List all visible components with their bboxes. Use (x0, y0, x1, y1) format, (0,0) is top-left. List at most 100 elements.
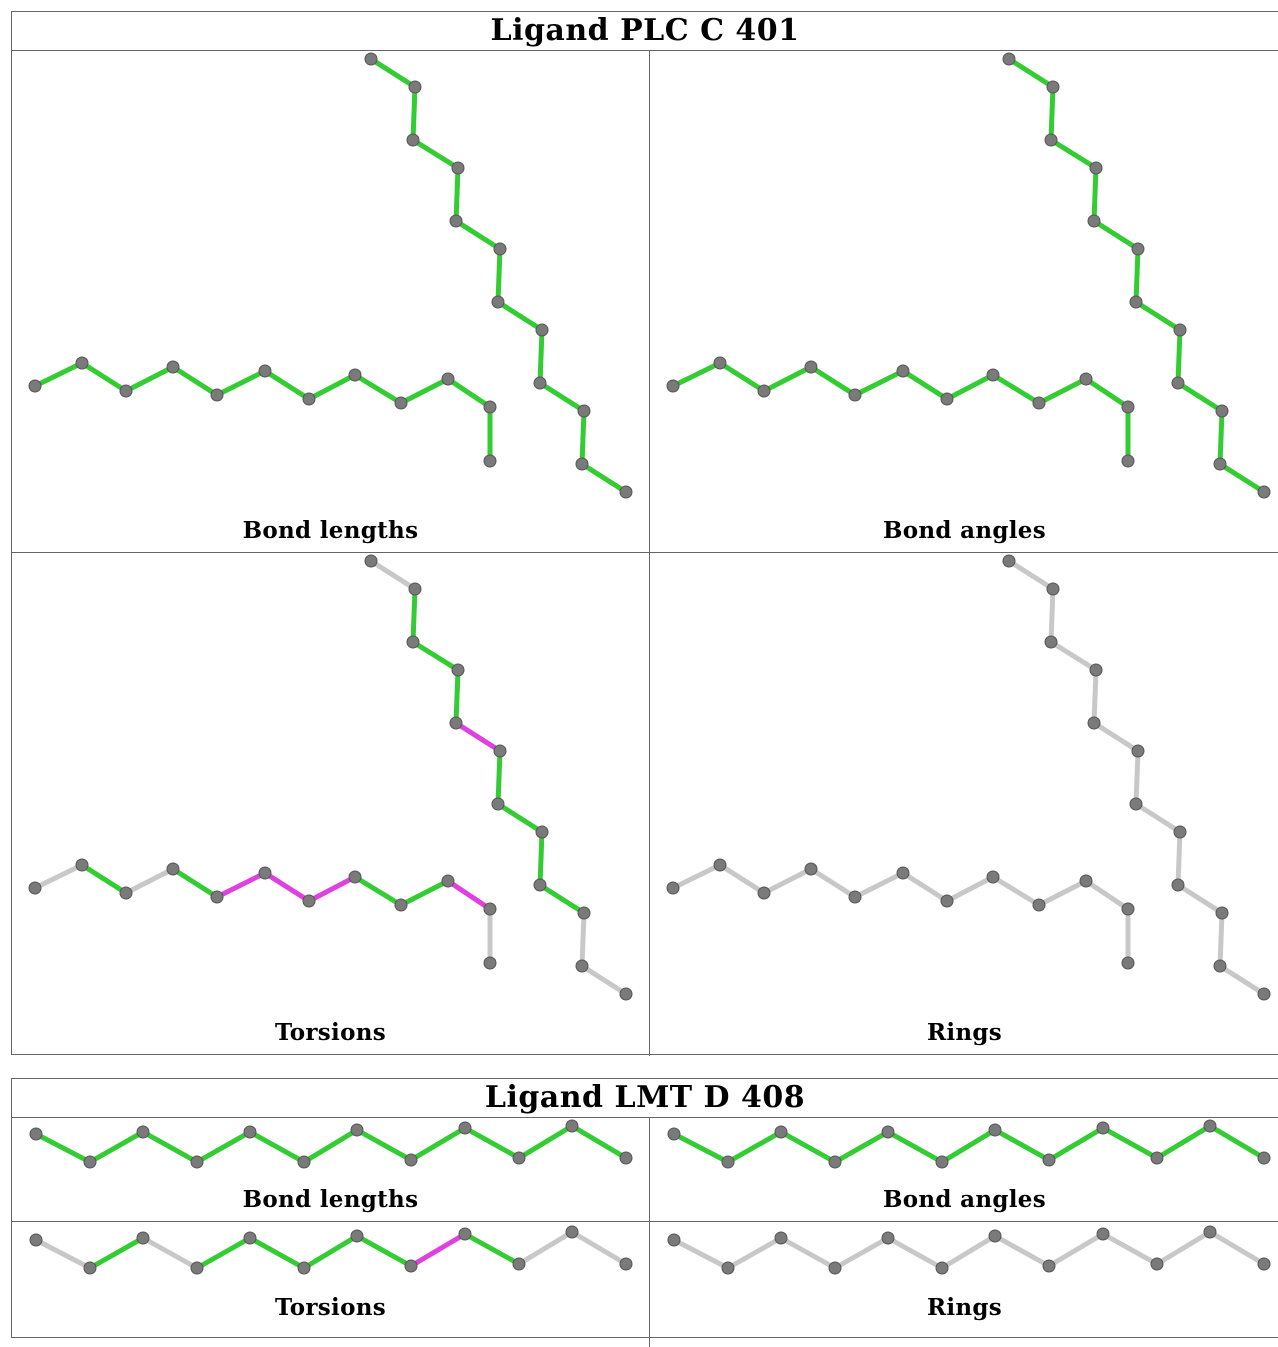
atom (986, 870, 1000, 884)
atom (804, 862, 818, 876)
bond (885, 1235, 945, 1271)
bond (1091, 667, 1099, 726)
atom (940, 392, 954, 406)
bond (301, 1233, 360, 1271)
molecule-view (29, 1119, 633, 1169)
bond (170, 364, 220, 398)
atom (1215, 404, 1229, 418)
atom (757, 886, 771, 900)
bond (398, 376, 451, 406)
atom (533, 376, 547, 390)
molecule-view (666, 52, 1271, 499)
atom (1032, 898, 1046, 912)
bond (247, 1129, 307, 1165)
atom (258, 866, 272, 880)
bond (1048, 84, 1056, 143)
atom (136, 1231, 150, 1245)
atom (350, 1123, 364, 1137)
cell-torsions: Torsions (12, 553, 649, 1056)
bond (495, 748, 503, 807)
atom (493, 744, 507, 758)
atom (1044, 635, 1058, 649)
bond (537, 829, 545, 888)
atom (483, 454, 497, 468)
atom (458, 1227, 472, 1241)
atom (1129, 295, 1143, 309)
bond (1036, 376, 1089, 406)
atom (713, 356, 727, 370)
atom (458, 1121, 472, 1135)
atom (1173, 323, 1187, 337)
atom (666, 881, 680, 895)
bond (579, 408, 587, 467)
bond (445, 878, 493, 912)
atom (1257, 485, 1271, 499)
bond (579, 910, 587, 969)
bond (992, 1233, 1052, 1269)
atom (1089, 663, 1103, 677)
molecule-view (28, 52, 633, 499)
atom (1096, 1227, 1110, 1241)
panel-title: Ligand LMT D 408 (484, 1080, 806, 1115)
bond (33, 1131, 93, 1165)
atom (258, 364, 272, 378)
cell-bond-angles: Bond angles (650, 1118, 1278, 1221)
bond (410, 639, 461, 673)
atom (297, 1261, 311, 1275)
bond (410, 84, 418, 143)
bond (832, 1129, 891, 1165)
bond (1083, 376, 1131, 410)
bond (1091, 218, 1141, 252)
cell-rings: Rings (650, 1222, 1278, 1332)
bond (410, 586, 418, 645)
bond (495, 299, 545, 333)
bond (1006, 558, 1056, 592)
atom (243, 1125, 257, 1139)
atom (713, 858, 727, 872)
atom (483, 400, 497, 414)
bond (832, 1235, 891, 1271)
divider (649, 1117, 650, 1347)
bond (453, 218, 503, 252)
atom (988, 1123, 1002, 1137)
atom (350, 1229, 364, 1243)
atom (1171, 376, 1185, 390)
atom (881, 1231, 895, 1245)
atom (451, 663, 465, 677)
bond (194, 1129, 253, 1165)
bond (1217, 408, 1225, 467)
bond (33, 1237, 93, 1271)
bond (453, 720, 503, 754)
bond (852, 870, 906, 900)
atom (364, 554, 378, 568)
atom (1032, 396, 1046, 410)
atom (1002, 52, 1016, 66)
bond (537, 327, 545, 386)
atom (896, 364, 910, 378)
atom (1171, 878, 1185, 892)
bond (778, 1129, 838, 1165)
divider (12, 50, 1278, 51)
atom (1257, 1151, 1271, 1165)
bond (354, 1233, 414, 1269)
atom (75, 356, 89, 370)
atom (774, 1231, 788, 1245)
bond (87, 1129, 146, 1165)
bond (1217, 910, 1225, 969)
bond (398, 878, 451, 908)
bond (247, 1235, 307, 1271)
cell-caption: Rings (926, 1294, 1003, 1321)
bond (1175, 829, 1183, 888)
atom (364, 52, 378, 66)
ligand-panel-1: Ligand PLC C 401 Bond lengths Bond angle… (11, 11, 1278, 1056)
atom (1121, 400, 1135, 414)
bond (944, 874, 996, 904)
bond (939, 1233, 998, 1271)
bond (1046, 1231, 1106, 1269)
molecule-view (667, 1225, 1271, 1275)
atom (1131, 744, 1145, 758)
atom (1089, 161, 1103, 175)
divider (12, 552, 1278, 553)
atom (535, 825, 549, 839)
atom (28, 379, 42, 393)
